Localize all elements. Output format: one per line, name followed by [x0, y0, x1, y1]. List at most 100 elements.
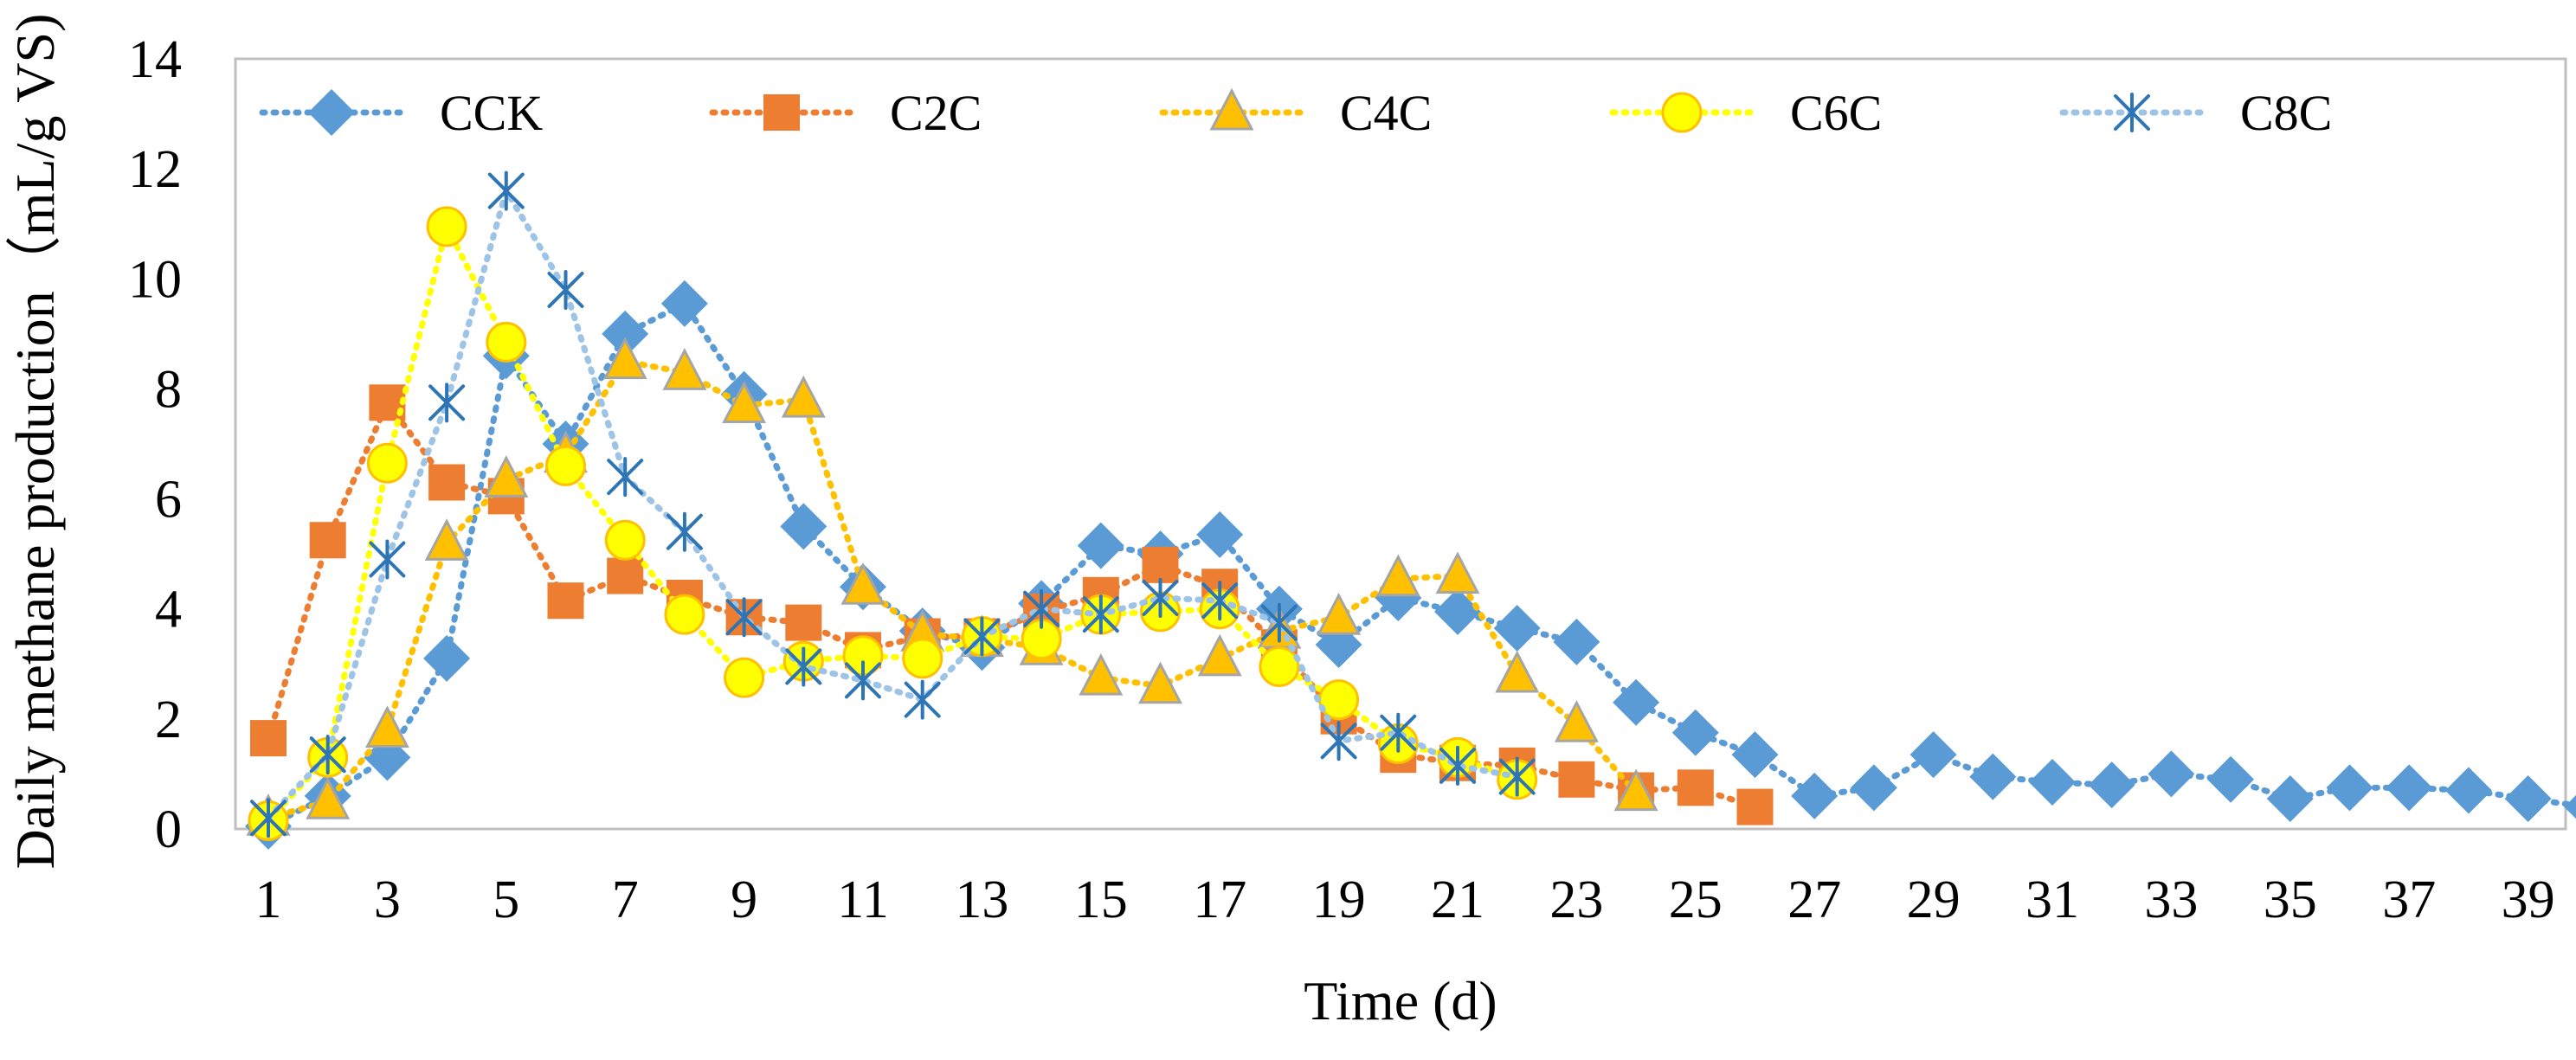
x-tick-label: 3	[374, 870, 401, 929]
x-tick-label: 25	[1669, 870, 1723, 929]
data-point-cck	[1493, 604, 1541, 652]
data-point-c6c	[902, 638, 943, 679]
data-point-c2c	[428, 464, 466, 501]
data-point-c8c	[1023, 588, 1060, 629]
data-point-cck	[1434, 588, 1481, 635]
data-point-c4c	[722, 381, 767, 423]
y-tick-label: 0	[155, 800, 182, 859]
data-point-c8c	[725, 597, 763, 638]
data-point-c6c	[664, 594, 705, 635]
data-point-c4c	[781, 375, 826, 418]
series-layer	[245, 170, 2576, 850]
series-line-c2c	[265, 396, 1758, 811]
data-point-c6c	[604, 519, 646, 561]
data-point-cck	[1671, 709, 1719, 756]
y-tick-label: 8	[155, 360, 182, 419]
series-c2c	[250, 384, 1774, 826]
data-point-c2c	[1142, 546, 1179, 583]
legend-item-cck: CCK	[259, 85, 543, 141]
data-point-c2c	[607, 557, 644, 594]
data-point-cck	[1850, 764, 1897, 812]
series-c8c	[250, 170, 1536, 838]
data-point-c4c	[1495, 650, 1540, 693]
x-tick-label: 31	[2025, 870, 2079, 929]
x-tick-label: 9	[731, 870, 757, 929]
data-point-cck	[2444, 767, 2492, 814]
data-point-cck	[660, 279, 708, 327]
data-point-c4c	[1197, 633, 1242, 677]
data-point-c4c	[306, 776, 351, 819]
x-tick-label: 17	[1193, 870, 1246, 929]
series-line-c6c	[265, 218, 1521, 824]
data-point-cck	[2386, 764, 2433, 812]
legend-label-c4c: C4C	[1340, 85, 1432, 141]
data-point-cck	[1553, 618, 1600, 665]
data-point-c8c	[963, 616, 1001, 657]
y-tick-label: 14	[128, 30, 182, 89]
series-line-cck	[265, 299, 2576, 830]
data-point-c4c	[1435, 551, 1480, 594]
data-point-c8c	[428, 382, 466, 423]
data-point-c8c	[1320, 721, 1357, 761]
y-tick-label: 12	[128, 140, 182, 199]
data-point-c8c	[1498, 756, 1536, 797]
x-tick-label: 21	[1431, 870, 1484, 929]
data-point-c2c	[309, 522, 346, 559]
legend-marker-c6c	[1661, 92, 1703, 133]
legend-label-cck: CCK	[440, 85, 543, 141]
y-axis: 0 2 4 6 8 10 12 14	[128, 30, 182, 859]
data-point-cck	[1731, 731, 1779, 779]
data-point-c6c	[1318, 679, 1360, 721]
data-point-c4c	[1613, 768, 1658, 812]
data-point-cck	[1909, 731, 1957, 779]
data-point-c8c	[607, 457, 644, 498]
legend-label-c2c: C2C	[890, 85, 982, 141]
data-point-c6c	[545, 445, 586, 486]
data-point-c8c	[1082, 594, 1119, 635]
data-point-c8c	[309, 735, 346, 775]
data-point-c4c	[364, 705, 409, 748]
legend: CCK C2C C4C C6C C8C	[259, 85, 2332, 141]
x-tick-label: 37	[2382, 870, 2436, 929]
data-point-c6c	[366, 442, 408, 484]
data-point-cck	[2266, 775, 2314, 823]
data-point-cck	[1077, 522, 1124, 569]
data-point-cck	[2564, 794, 2576, 819]
data-point-cck	[602, 310, 649, 357]
x-tick-label: 7	[612, 870, 639, 929]
x-tick-label: 35	[2264, 870, 2317, 929]
data-point-c4c	[484, 455, 529, 498]
legend-item-c4c: C4C	[1159, 85, 1432, 141]
data-point-c2c	[1736, 788, 1774, 826]
data-point-c6c	[724, 657, 765, 698]
plot-area-frame	[234, 57, 2567, 831]
data-point-cck	[1196, 511, 1244, 558]
data-point-c8c	[369, 539, 406, 580]
x-tick-label: 19	[1312, 870, 1366, 929]
x-axis: 1 3 5 7 9 11 13 15 17 19 21 23 25 27 29 31 33 35 37 39	[255, 870, 2555, 929]
legend-item-c8c: C8C	[2059, 85, 2332, 141]
x-tick-label: 1	[255, 870, 282, 929]
y-tick-label: 6	[155, 471, 182, 530]
legend-marker-c4c	[1209, 87, 1254, 131]
data-point-c4c	[424, 518, 469, 561]
legend-marker-c8c	[2114, 93, 2150, 132]
data-point-c8c	[1260, 602, 1298, 643]
data-point-cck	[1969, 753, 2017, 800]
x-tick-label: 15	[1074, 870, 1128, 929]
data-point-c2c	[1558, 761, 1595, 798]
data-point-cck	[2148, 750, 2195, 798]
data-point-c8c	[845, 660, 881, 701]
x-tick-label: 13	[955, 870, 1008, 929]
data-point-c8c	[547, 270, 584, 310]
data-point-c4c	[1317, 593, 1362, 635]
x-tick-label: 29	[1907, 870, 1961, 929]
x-tick-label: 11	[837, 870, 889, 929]
data-point-c4c	[662, 348, 707, 390]
data-point-c2c	[250, 720, 287, 757]
data-point-cck	[2029, 758, 2076, 806]
y-tick-label: 10	[128, 250, 182, 309]
data-point-c4c	[602, 337, 647, 380]
legend-marker-c2c	[763, 94, 800, 131]
